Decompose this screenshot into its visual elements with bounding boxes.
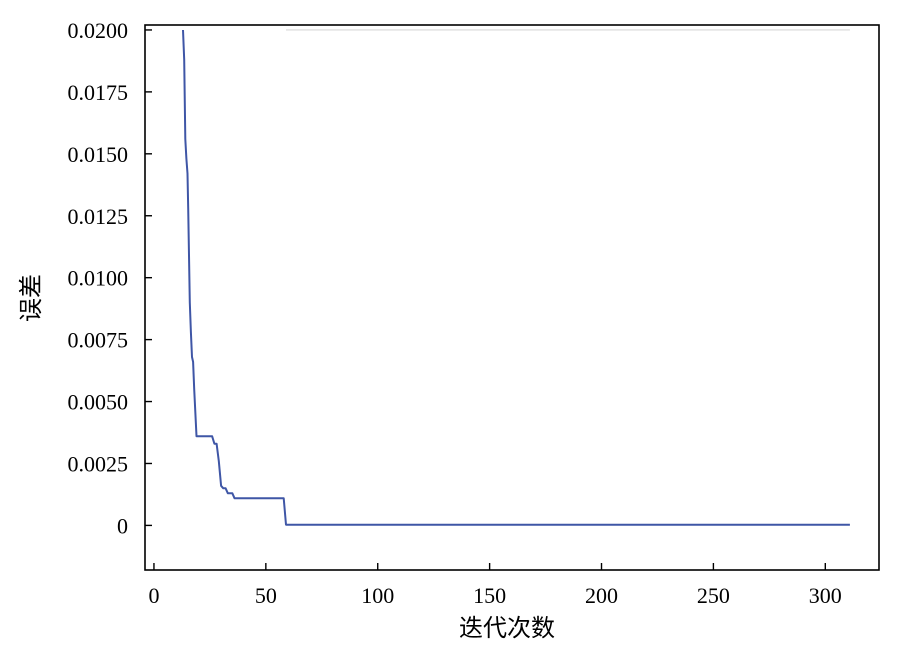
y-tick-label: 0.0175 [68, 80, 129, 105]
plot-area [144, 24, 880, 571]
x-tick-label: 0 [148, 583, 159, 608]
y-tick-label: 0.0075 [68, 328, 129, 353]
y-tick-label: 0.0100 [68, 266, 129, 291]
y-axis: 0 0.0025 0.0050 0.0075 0.0100 0.0125 0.0150 0.0… [68, 18, 152, 538]
y-tick-label: 0.0200 [68, 18, 129, 43]
x-tick-label: 150 [473, 583, 506, 608]
error-series-line [182, 29, 850, 526]
x-axis: 0 50 100 150 200 250 300 [148, 563, 842, 608]
x-axis-label: 迭代次数 [459, 614, 555, 642]
y-tick-label: 0.0125 [68, 204, 129, 229]
x-tick-label: 50 [255, 583, 277, 608]
x-tick-label: 300 [809, 583, 842, 608]
y-tick-label: 0.0025 [68, 451, 129, 476]
y-tick-label: 0.0150 [68, 142, 129, 167]
y-tick-label: 0 [117, 513, 128, 538]
x-tick-label: 250 [697, 583, 730, 608]
x-tick-label: 100 [361, 583, 394, 608]
y-tick-label: 0.0050 [68, 390, 129, 415]
x-tick-label: 200 [585, 583, 618, 608]
y-axis-label: 误差 [17, 274, 45, 322]
